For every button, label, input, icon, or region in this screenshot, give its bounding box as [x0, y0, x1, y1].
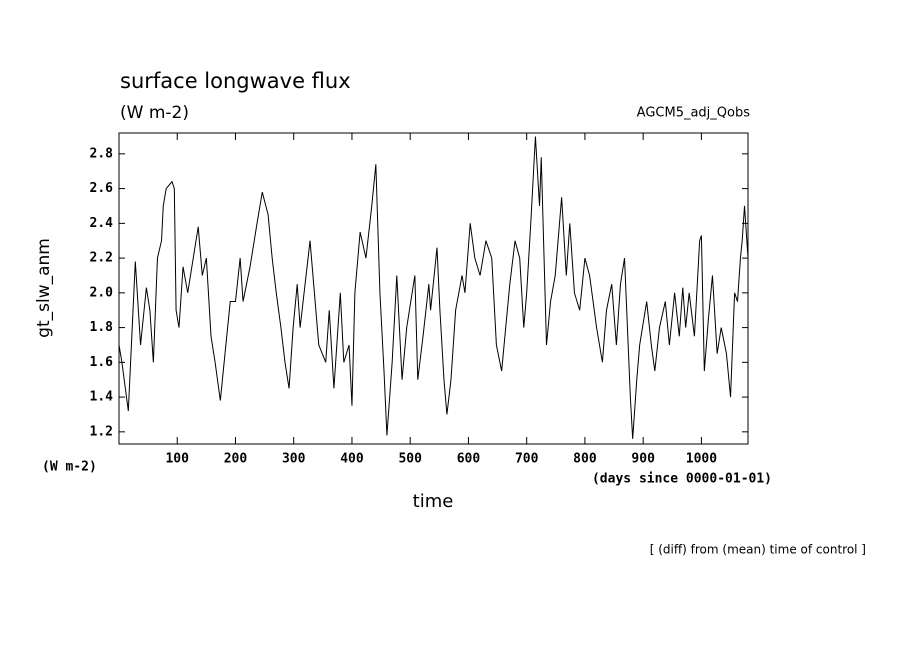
x-tick-label: 500	[398, 452, 422, 467]
y-tick-label: 1.8	[90, 320, 114, 335]
x-tick-label: 600	[457, 452, 481, 467]
x-tick-label: 900	[631, 452, 655, 467]
y-tick-label: 2.0	[90, 285, 114, 300]
y-tick-label: 1.6	[90, 355, 114, 370]
y-axis-unit: (W m-2)	[42, 460, 97, 475]
y-tick-label: 2.2	[90, 251, 113, 266]
annotation: AGCM5_adj_Qobs	[637, 106, 751, 121]
x-axis-unit: (days since 0000-01-01)	[592, 472, 772, 487]
x-axis-label: time	[413, 491, 454, 512]
x-tick-label: 100	[165, 452, 189, 467]
x-tick-label: 1000	[686, 452, 717, 467]
data-line	[118, 136, 749, 439]
x-tick-label: 200	[224, 452, 248, 467]
y-tick-label: 2.8	[90, 146, 114, 161]
x-tick-label: 800	[573, 452, 597, 467]
plot-frame	[118, 132, 749, 445]
x-tick-label: 300	[282, 452, 306, 467]
y-tick-label: 2.6	[90, 181, 114, 196]
chart-title: surface longwave flux	[120, 69, 351, 93]
x-tick-label: 400	[340, 452, 364, 467]
chart-subtitle: (W m-2)	[120, 103, 189, 123]
y-tick-label: 1.4	[90, 390, 114, 405]
x-tick-label: 700	[515, 452, 539, 467]
y-tick-label: 2.4	[90, 216, 114, 231]
footnote: [ (diff) from (mean) time of control ]	[650, 543, 866, 557]
y-axis-label: gt_slw_anm	[34, 238, 54, 338]
y-tick-label: 1.2	[90, 424, 113, 439]
